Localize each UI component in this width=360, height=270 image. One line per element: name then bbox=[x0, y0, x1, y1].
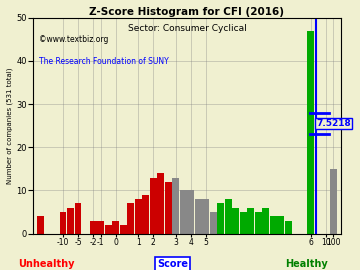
Bar bbox=[165, 182, 172, 234]
Text: ©www.textbiz.org: ©www.textbiz.org bbox=[39, 35, 109, 44]
Bar bbox=[270, 217, 276, 234]
Text: Sector: Consumer Cyclical: Sector: Consumer Cyclical bbox=[127, 24, 246, 33]
Bar bbox=[240, 212, 247, 234]
Bar bbox=[67, 208, 74, 234]
Bar bbox=[172, 178, 179, 234]
Bar bbox=[105, 225, 112, 234]
Bar bbox=[202, 199, 209, 234]
Bar bbox=[90, 221, 96, 234]
Bar bbox=[37, 217, 44, 234]
Bar bbox=[127, 204, 134, 234]
Bar bbox=[60, 212, 67, 234]
Bar bbox=[75, 204, 81, 234]
Bar bbox=[232, 208, 239, 234]
Bar bbox=[285, 221, 292, 234]
Bar bbox=[142, 195, 149, 234]
Bar bbox=[135, 199, 141, 234]
Text: Healthy: Healthy bbox=[285, 259, 327, 269]
Bar bbox=[180, 191, 186, 234]
Bar bbox=[225, 199, 231, 234]
Text: The Research Foundation of SUNY: The Research Foundation of SUNY bbox=[39, 57, 169, 66]
Title: Z-Score Histogram for CFI (2016): Z-Score Histogram for CFI (2016) bbox=[89, 7, 284, 17]
Bar bbox=[150, 178, 157, 234]
Text: Unhealthy: Unhealthy bbox=[19, 259, 75, 269]
Bar bbox=[120, 225, 126, 234]
Bar bbox=[210, 212, 217, 234]
Bar bbox=[97, 221, 104, 234]
Bar bbox=[330, 169, 337, 234]
Bar bbox=[157, 173, 164, 234]
Bar bbox=[255, 212, 262, 234]
Bar bbox=[262, 208, 269, 234]
Bar bbox=[187, 191, 194, 234]
Text: Score: Score bbox=[157, 259, 188, 269]
Bar bbox=[112, 221, 119, 234]
Bar bbox=[217, 204, 224, 234]
Bar bbox=[277, 217, 284, 234]
Bar bbox=[195, 199, 202, 234]
Bar bbox=[307, 31, 314, 234]
Bar bbox=[247, 208, 254, 234]
Y-axis label: Number of companies (531 total): Number of companies (531 total) bbox=[7, 68, 13, 184]
Text: 7.5218: 7.5218 bbox=[316, 119, 351, 128]
